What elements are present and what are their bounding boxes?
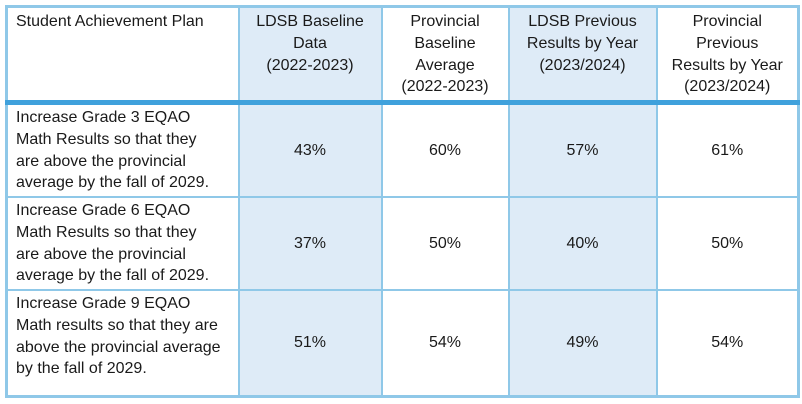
table-row-grade3: Increase Grade 3 EQAO Math Results so th… [5,101,800,198]
header-cell-provincial-previous: Provincial Previous Results by Year (202… [655,5,800,105]
value-cell-grade6-provincial-previous: 50% [655,196,800,291]
value-cell-grade3-ldsb-previous: 57% [507,101,658,198]
header-row: Student Achievement Plan LDSB Baseline D… [5,5,800,105]
value-cell-grade3-provincial-baseline: 60% [380,101,510,198]
table-row-grade6: Increase Grade 6 EQAO Math Results so th… [5,196,800,291]
header-cell-plan-title: Student Achievement Plan [5,5,240,105]
header-cell-ldsb-previous: LDSB Previous Results by Year (2023/2024… [507,5,658,105]
value-cell-grade6-ldsb-baseline: 37% [237,196,383,291]
student-achievement-plan-table: Student Achievement Plan LDSB Baseline D… [5,5,800,398]
header-cell-provincial-baseline: Provincial Baseline Average (2022-2023) [380,5,510,105]
value-cell-grade3-ldsb-baseline: 43% [237,101,383,198]
goal-cell-grade9: Increase Grade 9 EQAO Math results so th… [5,289,240,397]
table-row-grade9: Increase Grade 9 EQAO Math results so th… [5,289,800,397]
value-cell-grade9-ldsb-baseline: 51% [237,289,383,397]
value-cell-grade9-provincial-previous: 54% [655,289,800,397]
value-cell-grade9-ldsb-previous: 49% [507,289,658,397]
value-cell-grade3-provincial-previous: 61% [655,101,800,198]
value-cell-grade6-ldsb-previous: 40% [507,196,658,291]
header-cell-ldsb-baseline: LDSB Baseline Data (2022-2023) [237,5,383,105]
goal-cell-grade3: Increase Grade 3 EQAO Math Results so th… [5,101,240,198]
goal-cell-grade6: Increase Grade 6 EQAO Math Results so th… [5,196,240,291]
value-cell-grade6-provincial-baseline: 50% [380,196,510,291]
value-cell-grade9-provincial-baseline: 54% [380,289,510,397]
